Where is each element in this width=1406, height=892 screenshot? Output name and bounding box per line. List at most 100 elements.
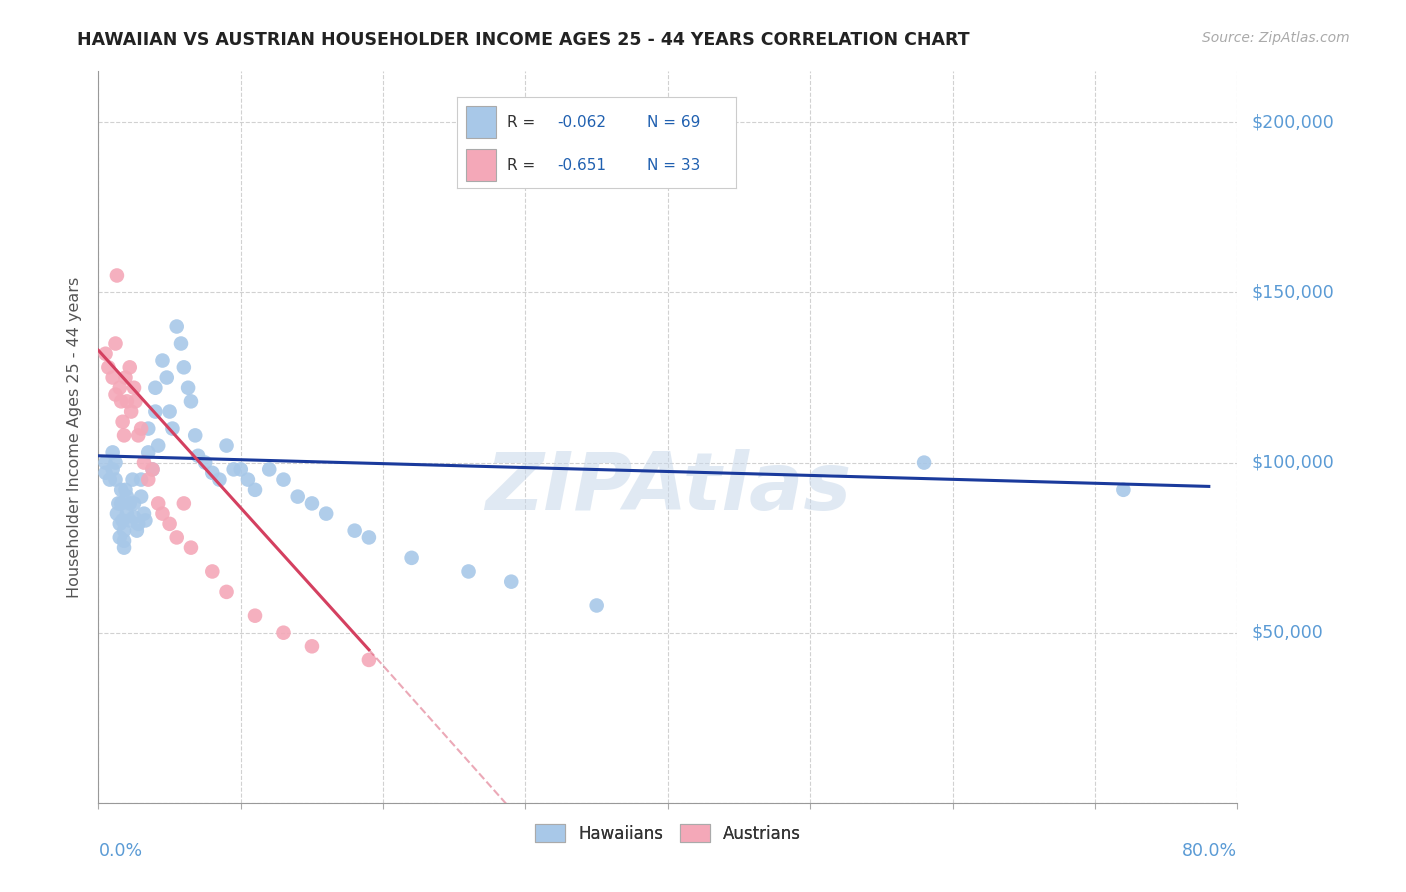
Text: 0.0%: 0.0% bbox=[98, 842, 142, 860]
Point bbox=[201, 565, 224, 579]
Text: Source: ZipAtlas.com: Source: ZipAtlas.com bbox=[1202, 31, 1350, 45]
Point bbox=[243, 483, 266, 497]
Point bbox=[194, 456, 217, 470]
Point bbox=[94, 456, 117, 470]
Point bbox=[110, 483, 132, 497]
Point bbox=[585, 599, 607, 613]
Point bbox=[136, 445, 159, 459]
Point bbox=[273, 625, 295, 640]
Point bbox=[159, 516, 181, 531]
Point bbox=[145, 404, 167, 418]
Point bbox=[301, 640, 323, 654]
Point bbox=[110, 394, 132, 409]
Point bbox=[108, 531, 131, 545]
Text: ZIPAtlas: ZIPAtlas bbox=[485, 450, 851, 527]
Point bbox=[98, 473, 121, 487]
Point bbox=[177, 381, 200, 395]
Point bbox=[457, 565, 479, 579]
Point bbox=[101, 462, 124, 476]
Legend: Hawaiians, Austrians: Hawaiians, Austrians bbox=[529, 818, 807, 849]
Point bbox=[105, 507, 128, 521]
Point bbox=[132, 456, 155, 470]
Point bbox=[104, 473, 127, 487]
Point bbox=[287, 490, 309, 504]
Point bbox=[134, 513, 156, 527]
Point bbox=[108, 381, 131, 395]
Point bbox=[912, 456, 935, 470]
Point bbox=[401, 550, 423, 565]
Point bbox=[236, 473, 259, 487]
Point bbox=[222, 462, 245, 476]
Point bbox=[112, 428, 135, 442]
Point bbox=[115, 507, 138, 521]
Point bbox=[105, 268, 128, 283]
Point bbox=[129, 421, 152, 435]
Point bbox=[108, 516, 131, 531]
Point bbox=[107, 496, 129, 510]
Point bbox=[118, 513, 141, 527]
Point bbox=[273, 473, 295, 487]
Point bbox=[156, 370, 179, 384]
Point bbox=[148, 496, 170, 510]
Point bbox=[259, 462, 281, 476]
Point bbox=[166, 319, 188, 334]
Point bbox=[201, 466, 224, 480]
Point bbox=[122, 381, 145, 395]
Text: HAWAIIAN VS AUSTRIAN HOUSEHOLDER INCOME AGES 25 - 44 YEARS CORRELATION CHART: HAWAIIAN VS AUSTRIAN HOUSEHOLDER INCOME … bbox=[77, 31, 970, 49]
Point bbox=[301, 496, 323, 510]
Point bbox=[145, 381, 167, 395]
Point bbox=[357, 653, 380, 667]
Point bbox=[141, 462, 163, 476]
Text: $100,000: $100,000 bbox=[1251, 454, 1334, 472]
Point bbox=[112, 541, 135, 555]
Point bbox=[173, 496, 195, 510]
Point bbox=[114, 370, 136, 384]
Point bbox=[208, 473, 231, 487]
Point bbox=[315, 507, 337, 521]
Point bbox=[229, 462, 252, 476]
Point bbox=[215, 585, 238, 599]
Point bbox=[120, 404, 142, 418]
Point bbox=[127, 516, 149, 531]
Point bbox=[166, 531, 188, 545]
Point bbox=[122, 510, 145, 524]
Point bbox=[162, 421, 184, 435]
Point bbox=[141, 462, 163, 476]
Point bbox=[180, 394, 202, 409]
Point bbox=[110, 496, 132, 510]
Point bbox=[115, 490, 138, 504]
Point bbox=[173, 360, 195, 375]
Point bbox=[104, 336, 127, 351]
Text: $200,000: $200,000 bbox=[1251, 113, 1334, 131]
Point bbox=[1112, 483, 1135, 497]
Point bbox=[118, 496, 141, 510]
Point bbox=[501, 574, 523, 589]
Point bbox=[148, 439, 170, 453]
Point bbox=[111, 415, 134, 429]
Text: $150,000: $150,000 bbox=[1251, 284, 1334, 301]
Point bbox=[112, 524, 135, 538]
Point bbox=[94, 466, 117, 480]
Point bbox=[97, 360, 120, 375]
Point bbox=[104, 456, 127, 470]
Point bbox=[152, 507, 174, 521]
Point bbox=[343, 524, 366, 538]
Point bbox=[104, 387, 127, 401]
Point bbox=[129, 490, 152, 504]
Point bbox=[136, 473, 159, 487]
Point bbox=[357, 531, 380, 545]
Point bbox=[136, 421, 159, 435]
Y-axis label: Householder Income Ages 25 - 44 years: Householder Income Ages 25 - 44 years bbox=[67, 277, 83, 598]
Point bbox=[152, 353, 174, 368]
Point bbox=[159, 404, 181, 418]
Point bbox=[187, 449, 209, 463]
Point bbox=[243, 608, 266, 623]
Text: $50,000: $50,000 bbox=[1251, 624, 1323, 641]
Point bbox=[112, 533, 135, 548]
Point bbox=[101, 370, 124, 384]
Point bbox=[121, 473, 143, 487]
Point bbox=[94, 347, 117, 361]
Point bbox=[215, 439, 238, 453]
Point bbox=[101, 445, 124, 459]
Point bbox=[118, 360, 141, 375]
